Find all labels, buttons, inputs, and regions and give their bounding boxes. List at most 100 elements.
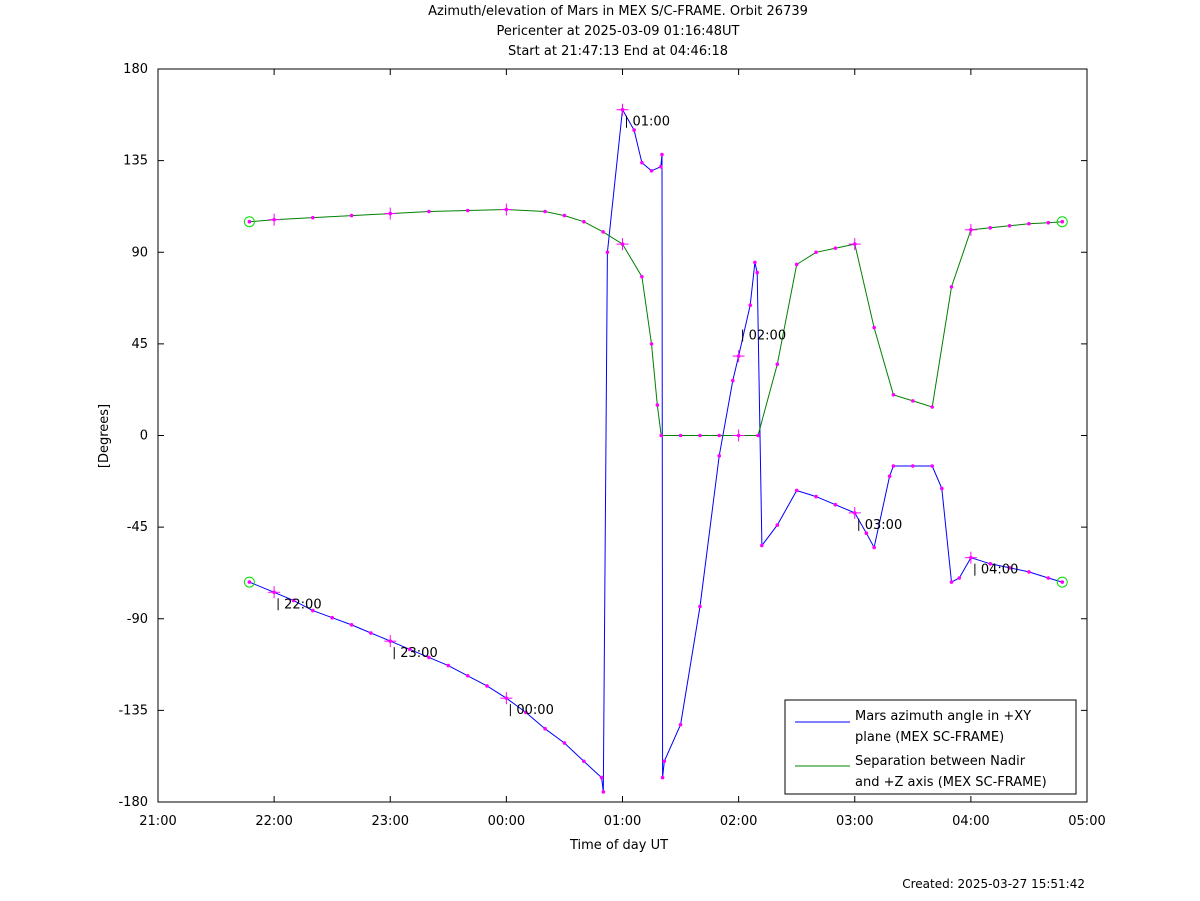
- data-point-s1-31: [949, 285, 954, 289]
- data-point-s0-24: [649, 169, 654, 173]
- data-point-s0-0: [247, 580, 252, 584]
- legend-label-separation-1: Separation between Nadir: [855, 754, 1026, 769]
- data-point-s1-13: [640, 274, 644, 279]
- x-tick-label-1: 22:00: [255, 814, 292, 829]
- data-point-s0-22: [632, 128, 636, 132]
- chart-title-line-3: Start at 21:47:13 End at 04:46:18: [507, 44, 729, 59]
- x-tick-label-3: 00:00: [488, 814, 525, 829]
- data-point-s0-41: [833, 502, 838, 507]
- endpoint-circle-s0-0: [243, 576, 255, 588]
- chart-title-line-1: Azimuth/elevation of Mars in MEX S/C-FRA…: [428, 4, 808, 19]
- data-point-s0-34: [748, 303, 753, 307]
- series-layer: [249, 108, 1063, 792]
- data-point-s0-9: [427, 655, 431, 660]
- data-point-s1-25: [833, 246, 838, 250]
- data-point-s1-30: [930, 405, 935, 409]
- time-label-1: 23:00: [400, 646, 437, 661]
- data-point-s0-39: [794, 488, 799, 493]
- data-point-s1-34: [1007, 223, 1012, 228]
- data-point-s0-35: [753, 260, 757, 265]
- data-point-s0-14: [523, 710, 528, 715]
- y-tick-label-0: 180: [123, 62, 148, 77]
- data-point-s1-21: [756, 433, 760, 438]
- data-point-s0-17: [582, 759, 586, 764]
- endpoint-circle-s1-0: [243, 216, 255, 228]
- data-point-s0-47: [911, 464, 915, 468]
- data-point-s0-26: [660, 152, 664, 157]
- plot-frame: [157, 68, 1088, 803]
- x-tick-label-0: 21:00: [139, 814, 176, 829]
- time-label-6: 04:00: [981, 563, 1018, 578]
- data-point-s0-20: [605, 250, 610, 255]
- data-point-s0-55: [1027, 570, 1031, 574]
- endpoint-circle-s0-57: [1056, 576, 1068, 588]
- data-point-s0-19: [601, 790, 606, 794]
- data-point-s1-18: [698, 433, 702, 438]
- data-point-s0-46: [891, 464, 896, 468]
- data-point-s0-23: [640, 160, 644, 165]
- data-point-s0-45: [887, 474, 892, 479]
- created-timestamp: Created: 2025-03-27 15:51:42: [902, 877, 1085, 891]
- data-point-s1-28: [891, 392, 896, 397]
- data-point-s0-16: [562, 741, 567, 745]
- x-tick-label-8: 05:00: [1068, 814, 1105, 829]
- data-point-s0-28: [662, 759, 667, 764]
- data-point-s1-23: [794, 262, 799, 267]
- data-point-s1-35: [1027, 221, 1031, 226]
- data-point-s0-38: [775, 523, 780, 527]
- y-tick-label-5: -45: [127, 520, 148, 535]
- data-point-s1-0: [247, 219, 252, 224]
- y-tick-label-3: 45: [131, 337, 148, 352]
- time-label-2: 00:00: [516, 703, 553, 718]
- data-point-s0-56: [1046, 576, 1051, 580]
- markers-layer: [243, 103, 1068, 794]
- time-label-3: 01:00: [633, 115, 670, 130]
- data-point-s1-2: [310, 215, 315, 220]
- data-point-s0-25: [659, 164, 663, 169]
- data-point-s1-11: [601, 230, 605, 234]
- data-point-s0-31: [717, 454, 722, 458]
- x-tick-label-4: 01:00: [604, 814, 641, 829]
- data-point-s0-32: [731, 378, 735, 383]
- data-point-s1-37: [1060, 219, 1065, 224]
- data-point-s0-18: [599, 775, 604, 780]
- data-point-s1-6: [465, 208, 470, 213]
- data-point-s0-11: [465, 673, 470, 678]
- data-point-s0-8: [407, 647, 412, 652]
- data-point-s0-50: [949, 580, 954, 584]
- data-point-s1-16: [659, 433, 663, 438]
- y-tick-label-1: 135: [123, 154, 148, 169]
- x-tick-label-2: 23:00: [372, 814, 409, 829]
- data-point-s0-37: [760, 543, 764, 548]
- x-tick-label-6: 03:00: [836, 814, 873, 829]
- data-point-s1-19: [717, 433, 722, 438]
- data-point-s1-3: [349, 213, 354, 218]
- data-point-s1-10: [582, 219, 586, 224]
- data-point-s0-5: [349, 623, 354, 627]
- legend-label-azimuth-1: Mars azimuth angle in +XY: [855, 709, 1031, 724]
- y-tick-label-7: -135: [118, 703, 148, 718]
- legend-label-azimuth-2: plane (MEX SC-FRAME): [855, 730, 1004, 745]
- data-point-s1-15: [655, 403, 660, 407]
- data-point-s0-44: [872, 545, 876, 550]
- data-point-s1-8: [543, 209, 547, 214]
- time-label-5: 03:00: [865, 518, 902, 533]
- data-point-s1-27: [872, 325, 876, 330]
- legend-label-separation-2: and +Z axis (MEX SC-FRAME): [855, 775, 1047, 790]
- data-point-s0-2: [291, 598, 296, 603]
- data-point-s0-40: [814, 494, 818, 499]
- data-point-s1-5: [427, 209, 431, 214]
- data-point-s0-6: [369, 631, 373, 635]
- data-point-s0-53: [988, 561, 993, 566]
- x-tick-label-5: 02:00: [720, 814, 757, 829]
- data-point-s0-36: [755, 270, 760, 275]
- series-line-0: [249, 108, 1063, 792]
- endpoint-circle-s1-37: [1056, 216, 1068, 228]
- legend: Mars azimuth angle in +XY plane (MEX SC-…: [784, 699, 1077, 795]
- y-axis-label: [Degrees]: [97, 404, 112, 468]
- y-tick-label-4: 0: [140, 429, 148, 444]
- y-tick-label-8: -180: [118, 795, 148, 810]
- y-tick-label-2: 90: [131, 245, 148, 260]
- data-point-s0-29: [678, 722, 683, 727]
